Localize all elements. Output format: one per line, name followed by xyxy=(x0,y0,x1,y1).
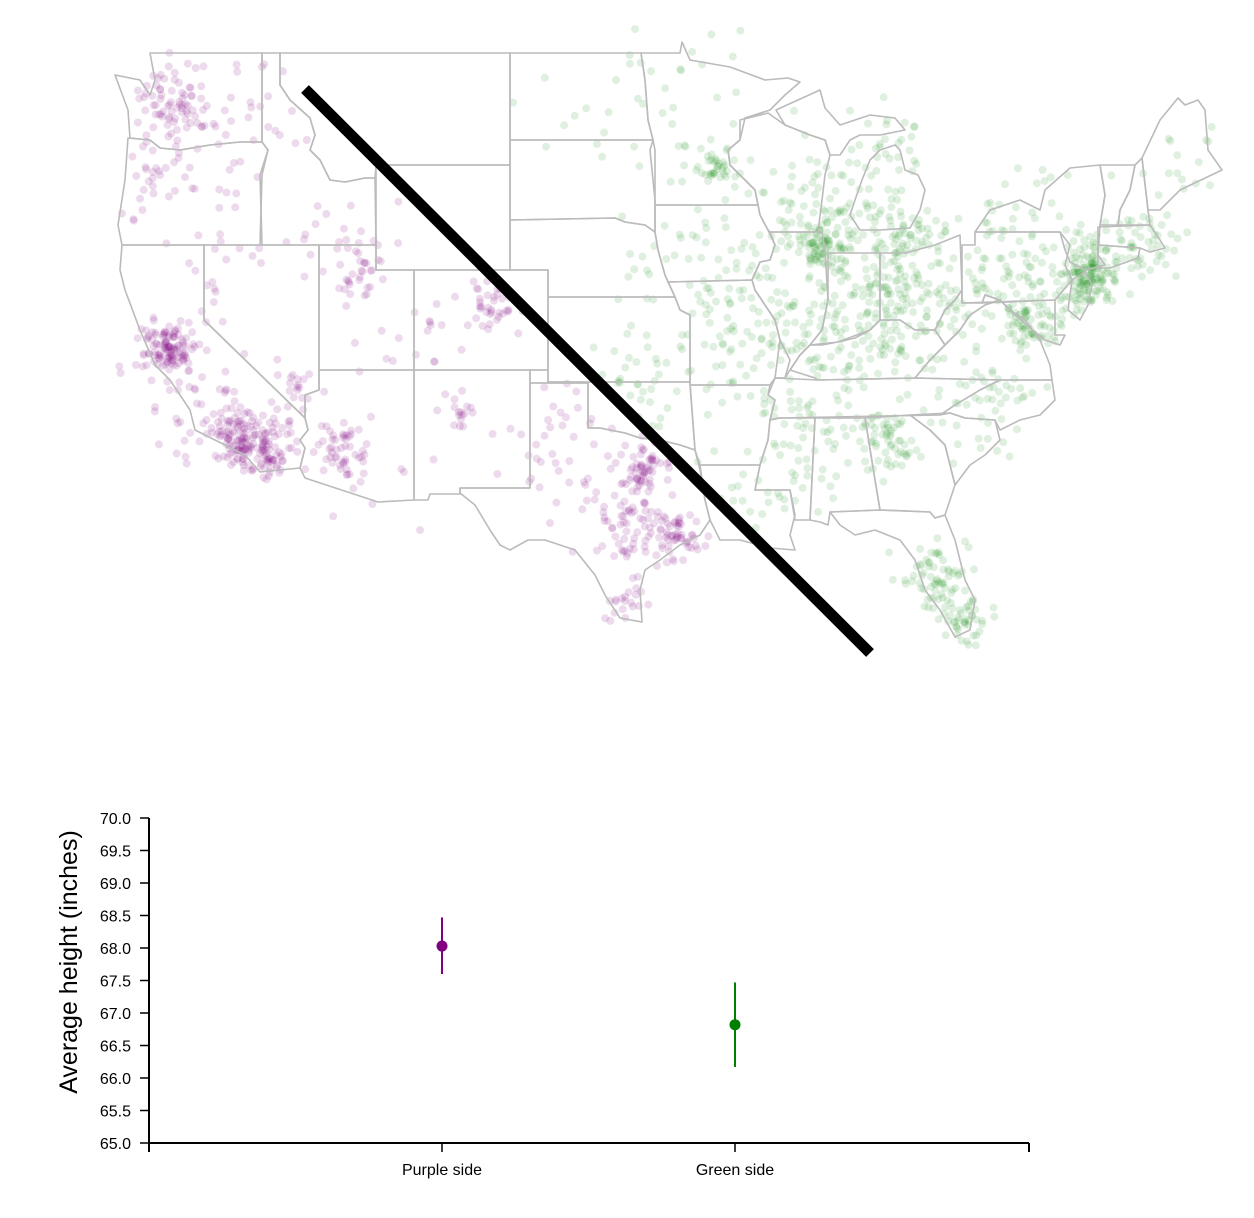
state-montana xyxy=(279,52,511,183)
state-minnesota xyxy=(640,41,801,206)
y-tick-label: 68.0 xyxy=(100,941,131,958)
state-georgia xyxy=(864,414,956,519)
state-maine xyxy=(1141,97,1223,211)
x-tick-label-green: Green side xyxy=(696,1162,774,1179)
y-tick-label: 70.0 xyxy=(100,811,131,828)
y-tick-label: 67.5 xyxy=(100,974,131,991)
y-axis-title: Average height (inches) xyxy=(55,830,83,1094)
state-borders xyxy=(114,41,1223,638)
y-tick-label: 65.0 xyxy=(100,1136,131,1153)
state-michigan-lower xyxy=(849,144,926,231)
y-tick-label: 68.5 xyxy=(100,909,131,926)
y-axis: 65.0 65.5 66.0 66.5 67.0 67.5 68.0 68.5 69.0 69.5… xyxy=(100,811,149,1153)
us-map xyxy=(114,25,1223,657)
state-north-carolina xyxy=(939,379,1056,431)
y-tick-label: 69.5 xyxy=(100,844,131,861)
state-new-jersey xyxy=(1067,271,1093,321)
state-colorado xyxy=(413,269,549,371)
y-tick-label: 67.0 xyxy=(100,1006,131,1023)
y-tick-label: 66.5 xyxy=(100,1039,131,1056)
state-maryland xyxy=(981,294,1066,346)
y-tick-label: 69.0 xyxy=(100,876,131,893)
state-kansas xyxy=(547,296,691,383)
point-purple-side xyxy=(436,917,448,974)
state-vermont xyxy=(1099,164,1136,226)
mean-marker xyxy=(436,940,448,952)
data-points xyxy=(436,917,741,1067)
mean-marker xyxy=(729,1019,741,1031)
state-connecticut xyxy=(1097,244,1141,269)
state-new-mexico xyxy=(413,369,531,501)
state-michigan-upper xyxy=(775,89,906,156)
y-tick-label: 65.5 xyxy=(100,1104,131,1121)
divider-line xyxy=(301,85,874,657)
x-tick-label-purple: Purple side xyxy=(402,1162,482,1179)
y-tick-label: 66.0 xyxy=(100,1071,131,1088)
state-florida xyxy=(829,509,976,638)
state-nebraska xyxy=(509,217,676,298)
point-green-side xyxy=(729,982,741,1067)
map-dots-layer xyxy=(115,25,1216,650)
height-chart: 65.0 65.5 66.0 66.5 67.0 67.5 68.0 68.5 69.0 69.5… xyxy=(55,811,1030,1179)
